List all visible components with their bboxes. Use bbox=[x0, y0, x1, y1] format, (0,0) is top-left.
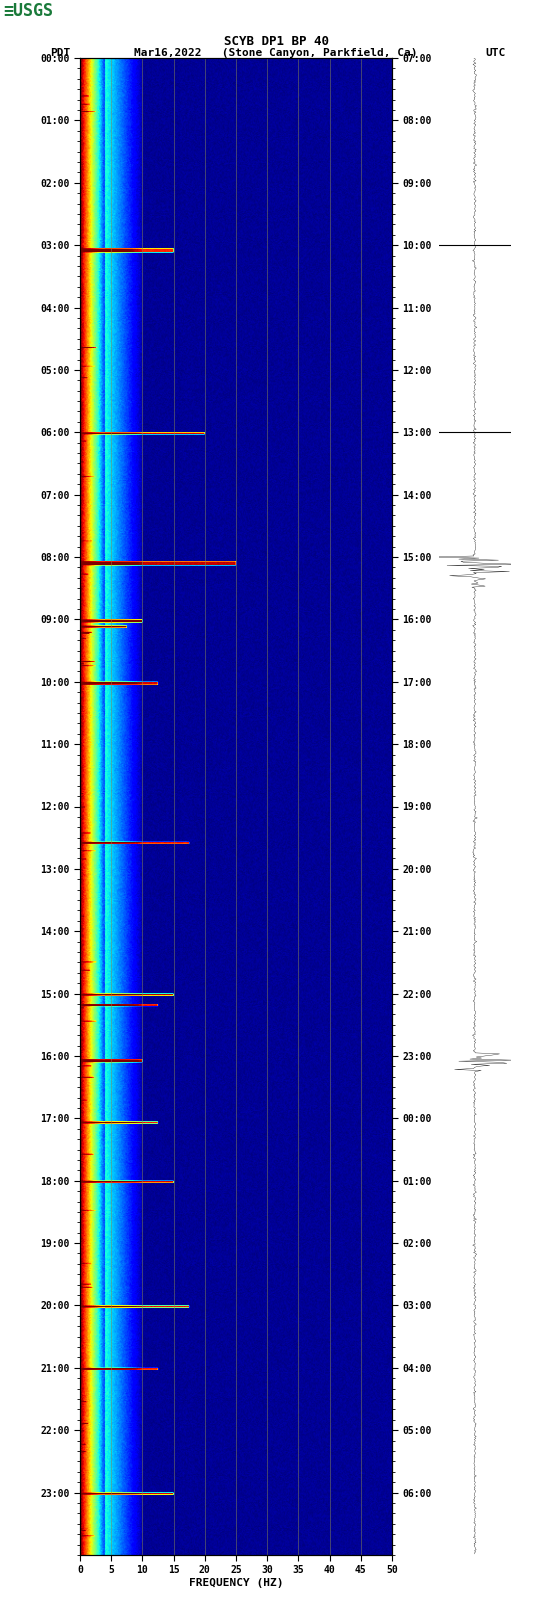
Text: UTC: UTC bbox=[486, 48, 506, 58]
Text: Mar16,2022   (Stone Canyon, Parkfield, Ca): Mar16,2022 (Stone Canyon, Parkfield, Ca) bbox=[134, 48, 418, 58]
Text: PDT: PDT bbox=[50, 48, 70, 58]
Text: SCYB DP1 BP 40: SCYB DP1 BP 40 bbox=[224, 35, 328, 48]
X-axis label: FREQUENCY (HZ): FREQUENCY (HZ) bbox=[189, 1578, 283, 1589]
Text: ≡USGS: ≡USGS bbox=[3, 2, 53, 19]
